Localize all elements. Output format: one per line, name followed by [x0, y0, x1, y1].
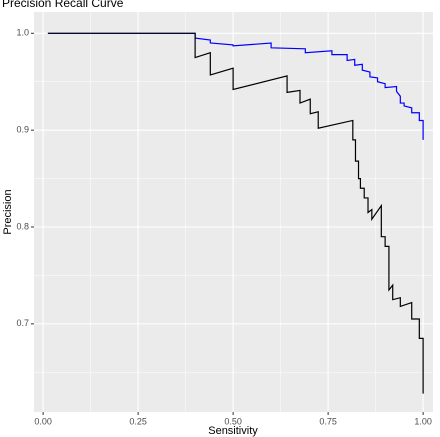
x-tick-label: 0.50 — [224, 416, 242, 426]
x-tick-label: 0.75 — [319, 416, 337, 426]
y-tick-label: 1.0 — [16, 28, 29, 38]
x-tick-label: 0.25 — [129, 416, 147, 426]
x-tick-label: 1.00 — [414, 416, 432, 426]
y-tick-label: 0.8 — [16, 221, 29, 231]
y-tick-label: 0.9 — [16, 125, 29, 135]
y-axis-label: Precision — [2, 189, 14, 234]
chart-title: Precision Recall Curve — [2, 0, 124, 10]
y-tick-label: 0.7 — [16, 318, 29, 328]
x-tick-label: 0.00 — [34, 416, 52, 426]
series-line — [47, 32, 424, 140]
x-axis-label: Sensitivity — [208, 425, 258, 437]
series-line — [47, 32, 424, 394]
